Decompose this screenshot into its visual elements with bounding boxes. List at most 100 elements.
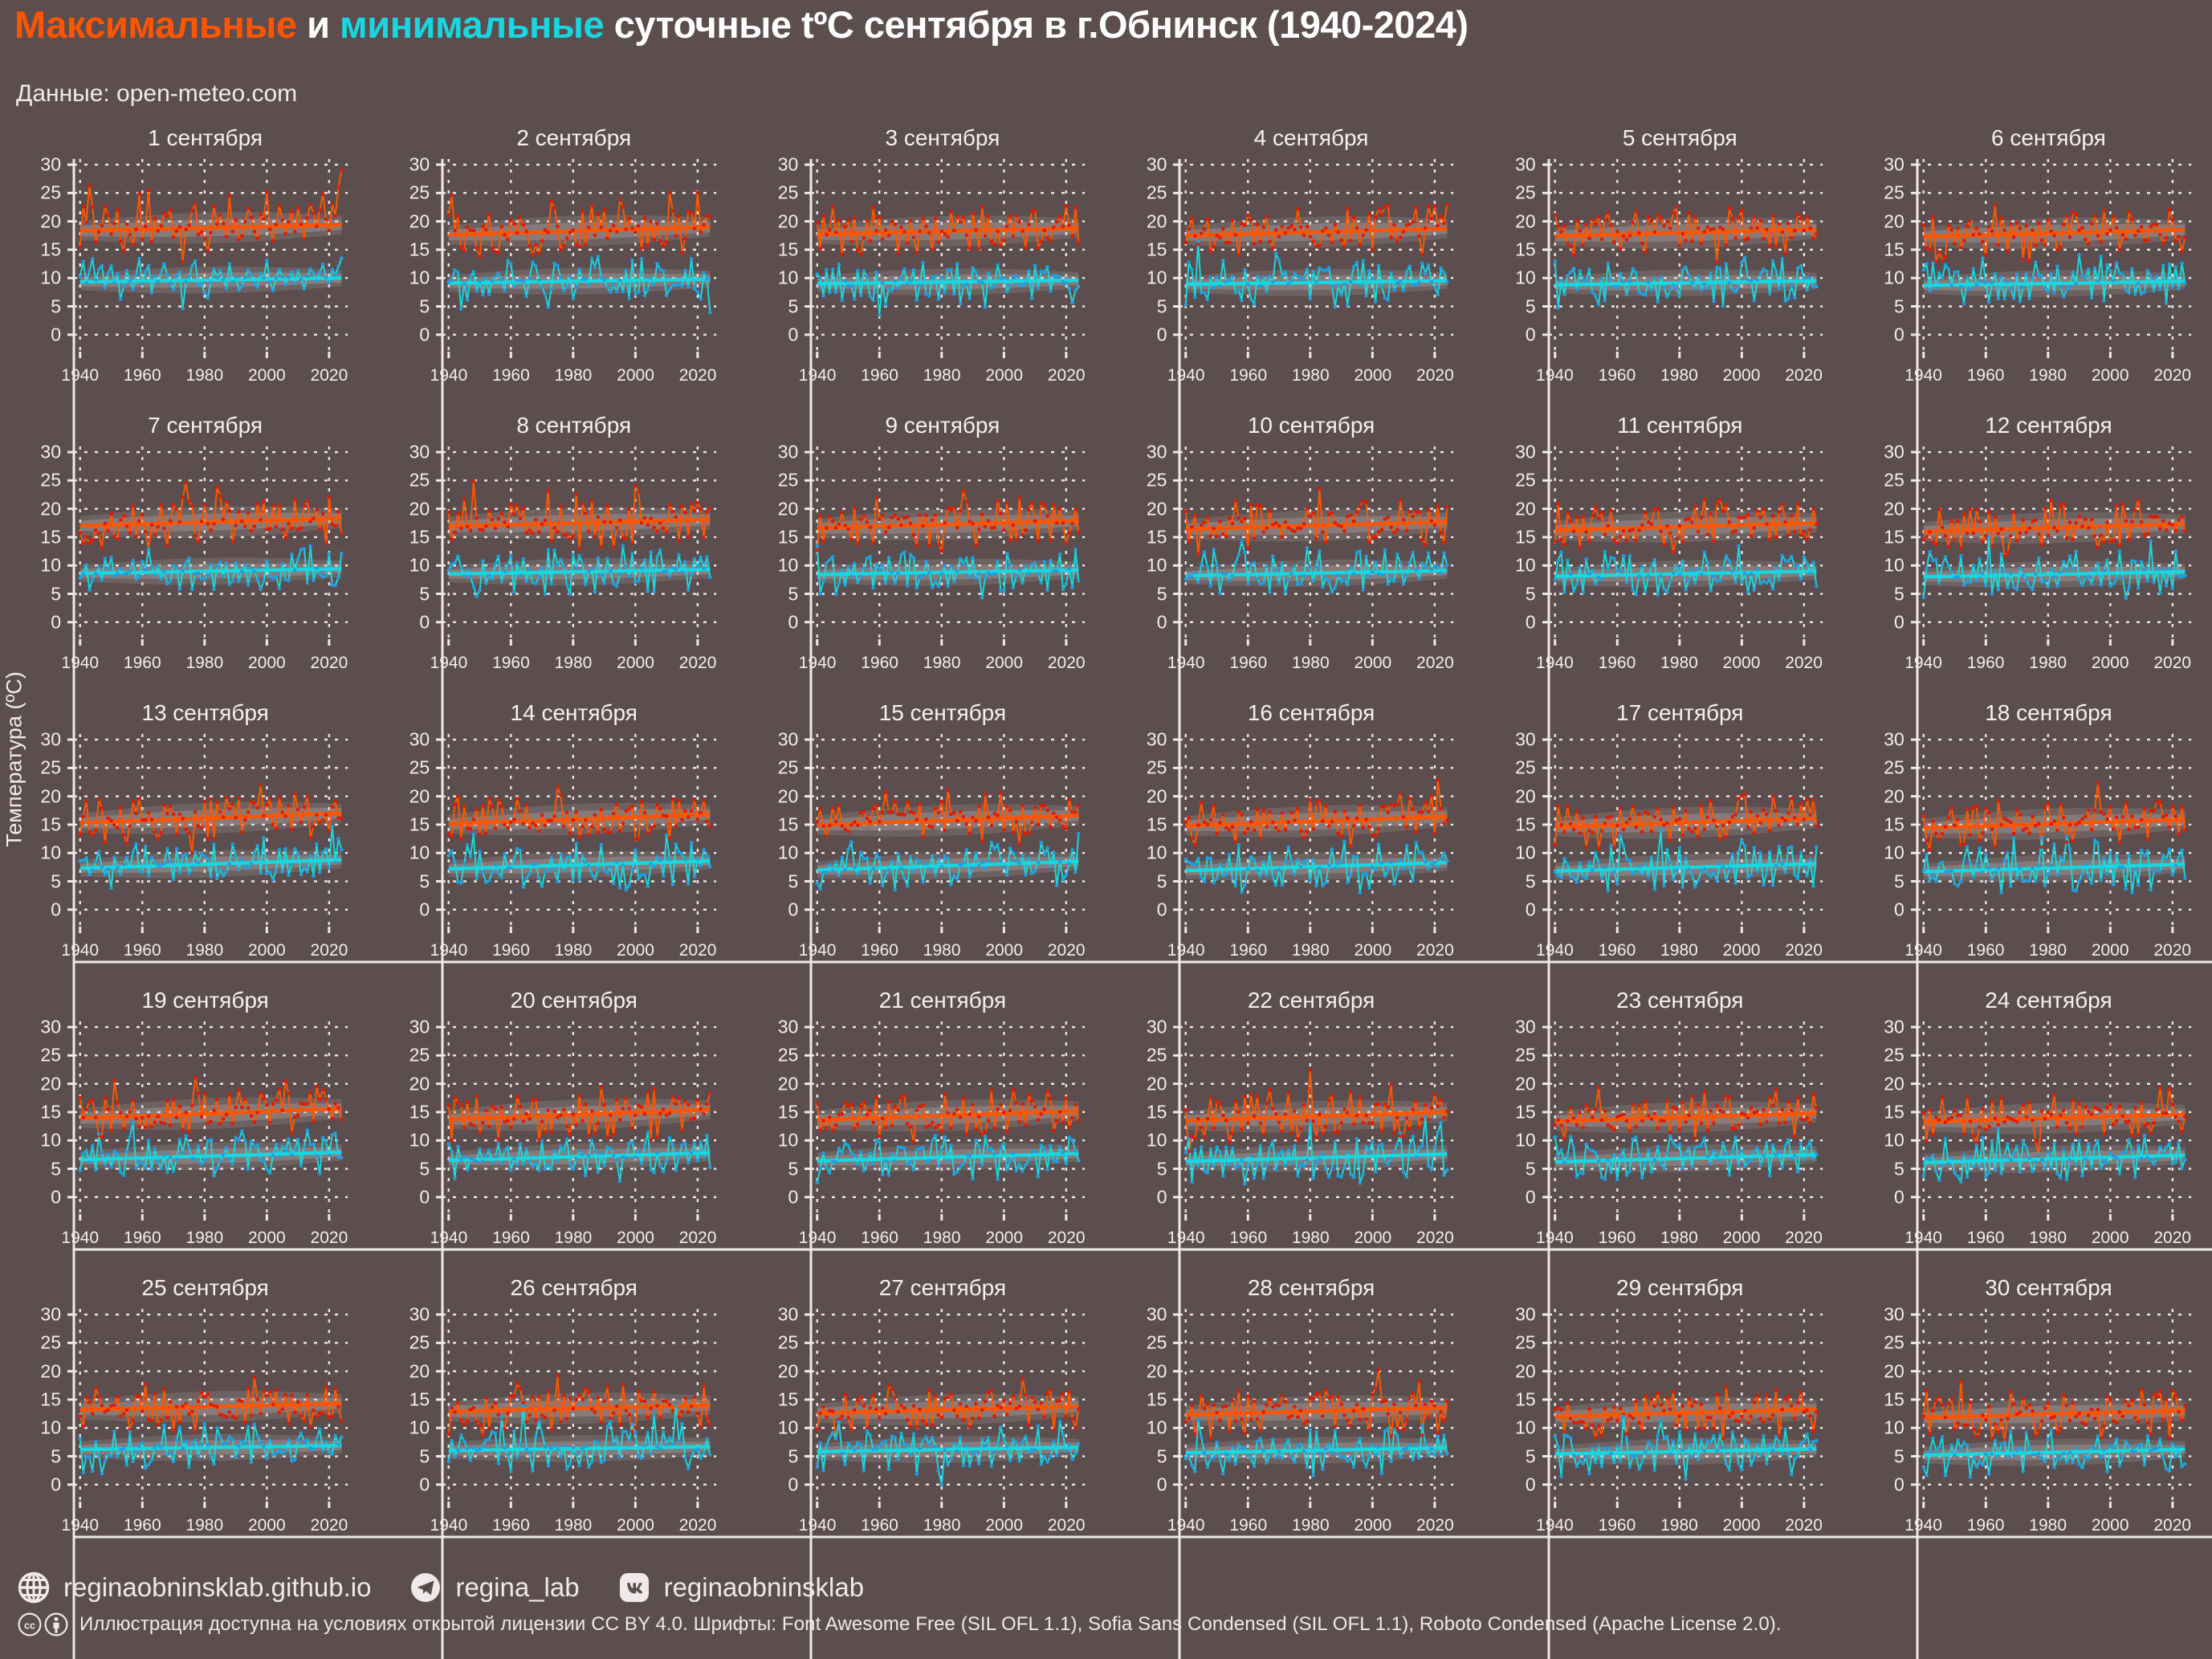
data-point	[1187, 226, 1192, 231]
data-point	[546, 230, 551, 234]
data-point	[627, 574, 632, 579]
panel-title: 20 сентября	[510, 988, 638, 1013]
data-point	[2157, 233, 2162, 237]
data-point	[1742, 255, 1747, 260]
panel-title: 21 сентября	[878, 988, 1007, 1013]
data-point	[1433, 285, 1437, 290]
data-point	[2061, 295, 2066, 299]
data-point	[543, 592, 548, 597]
data-point	[131, 243, 136, 247]
y-tick-label: 25	[409, 1331, 430, 1353]
data-point	[118, 297, 123, 301]
y-tick-label: 5	[419, 870, 430, 892]
data-point	[862, 513, 866, 518]
data-point	[1689, 238, 1694, 243]
data-point	[305, 499, 310, 503]
x-tick-label: 1940	[61, 1516, 100, 1535]
y-tick-label: 10	[1515, 554, 1536, 576]
data-point	[637, 224, 641, 228]
data-point	[639, 520, 644, 525]
axis-spines	[1910, 446, 2191, 639]
data-point	[446, 568, 451, 573]
data-point	[242, 275, 247, 279]
y-tick-label: 0	[788, 324, 799, 345]
data-point	[190, 503, 194, 507]
data-point	[1049, 238, 1053, 243]
data-point	[227, 194, 232, 198]
data-point	[1221, 226, 1226, 231]
data-point	[1930, 261, 1935, 265]
data-point	[868, 238, 873, 243]
y-tick-label: 15	[1884, 813, 1904, 835]
data-point	[2142, 238, 2147, 243]
y-tick-label: 20	[1146, 210, 1167, 232]
data-point	[1696, 274, 1701, 279]
data-point	[2145, 268, 2149, 273]
data-point	[1433, 204, 1437, 208]
data-point	[1986, 225, 1991, 230]
data-point	[187, 499, 191, 503]
data-point	[540, 566, 544, 571]
data-point	[593, 233, 597, 238]
data-point	[878, 312, 882, 317]
y-tick-label: 15	[777, 1101, 799, 1123]
data-point	[1611, 240, 1616, 244]
data-point	[1733, 236, 1737, 240]
y-tick-label: 30	[409, 1016, 430, 1037]
x-tick-label: 2020	[1785, 1229, 1823, 1247]
data-point	[614, 289, 619, 294]
y-tick-label: 15	[409, 1101, 430, 1123]
x-tick-label: 2000	[985, 654, 1024, 672]
data-point	[484, 524, 488, 528]
data-point	[540, 238, 544, 243]
data-point	[1045, 265, 1050, 269]
panel-title: 6 сентября	[1990, 125, 2106, 150]
data-point	[249, 528, 254, 533]
x-tick-label: 2020	[678, 1516, 717, 1535]
data-point	[1330, 284, 1334, 289]
data-point	[1277, 259, 1281, 263]
data-point	[174, 229, 179, 233]
data-point	[109, 231, 113, 236]
data-point	[1049, 289, 1053, 293]
data-point	[242, 220, 247, 224]
data-point	[287, 220, 291, 224]
data-point	[1782, 251, 1787, 255]
data-point	[959, 301, 963, 306]
data-point	[1055, 274, 1059, 278]
data-point	[2170, 218, 2174, 222]
data-point	[1206, 217, 1210, 222]
data-point	[677, 214, 682, 218]
data-point	[1574, 287, 1579, 291]
data-point	[1414, 206, 1419, 210]
data-point	[1274, 251, 1279, 255]
y-tick-label: 0	[51, 1186, 61, 1208]
data-point	[840, 510, 845, 515]
data-point	[171, 235, 176, 239]
x-tick-label: 1980	[1660, 1229, 1698, 1247]
data-point	[518, 516, 523, 520]
data-point	[540, 522, 544, 527]
x-tick-label: 1980	[185, 654, 224, 672]
data-point	[931, 247, 935, 252]
data-point	[333, 524, 337, 528]
x-tick-label: 1960	[492, 654, 530, 672]
data-point	[927, 294, 931, 298]
data-point	[677, 552, 682, 557]
data-point	[1980, 256, 1985, 260]
data-point	[2071, 271, 2075, 275]
data-point	[490, 247, 495, 251]
data-point	[1215, 275, 1220, 279]
data-point	[896, 251, 901, 255]
data-point	[911, 235, 916, 239]
y-tick-label: 10	[40, 1129, 61, 1151]
y-tick-label: 5	[51, 1445, 61, 1467]
data-point	[1937, 250, 1941, 255]
data-point	[84, 563, 88, 567]
axis-spines	[436, 734, 716, 927]
data-point	[609, 569, 613, 573]
data-point	[909, 218, 913, 222]
axis-spines	[1542, 734, 1823, 927]
data-point	[865, 275, 870, 279]
data-point	[549, 287, 554, 291]
